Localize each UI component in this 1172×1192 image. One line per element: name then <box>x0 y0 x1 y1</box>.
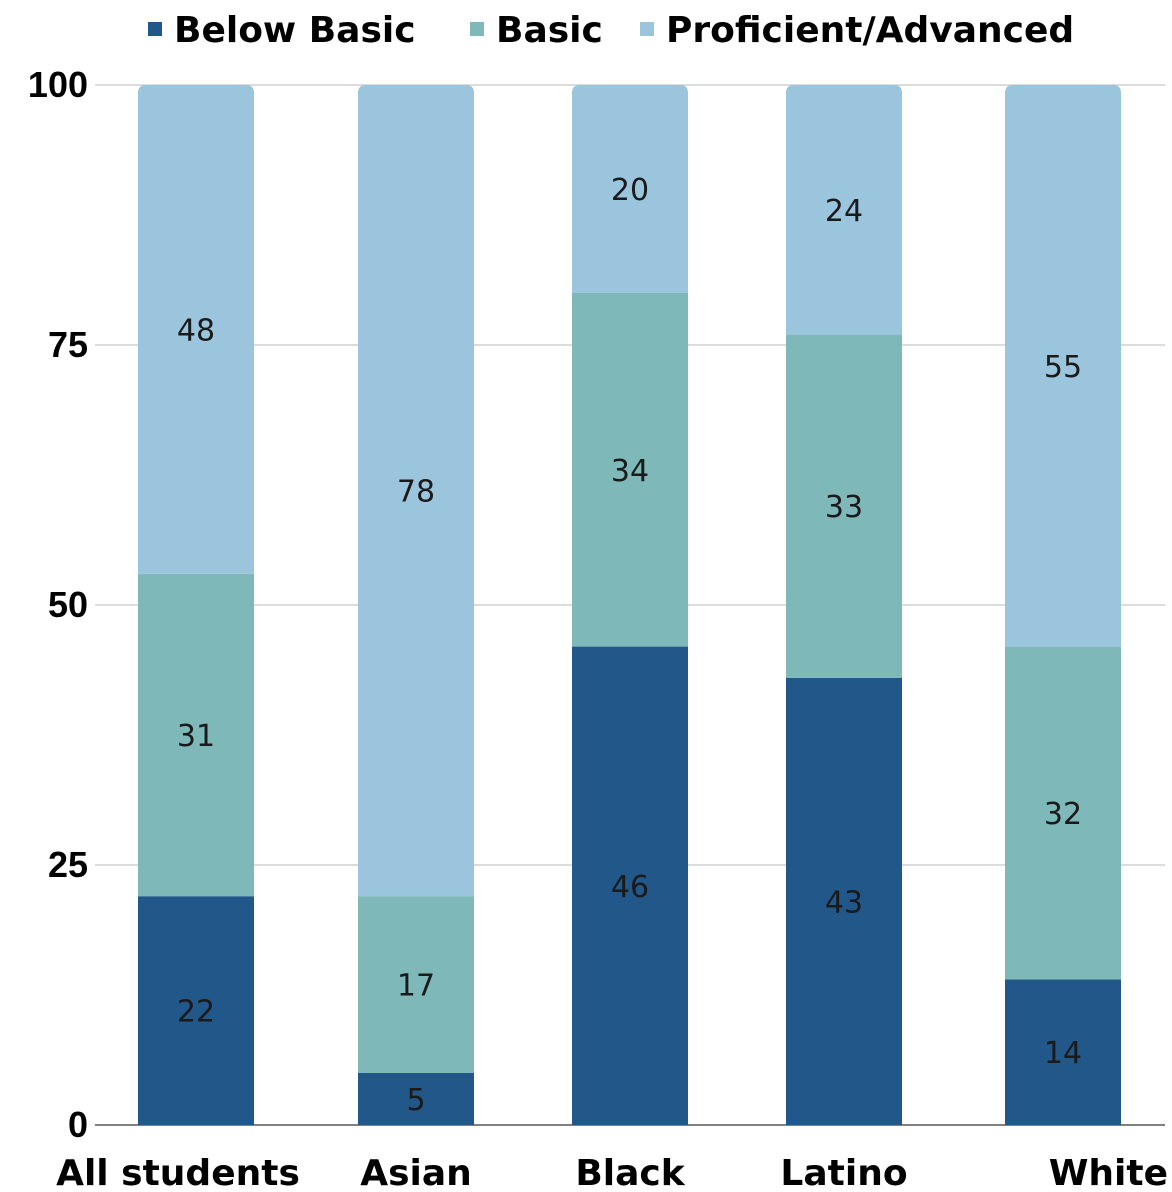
bar-segment-basic <box>138 573 254 897</box>
y-axis: 0 25 50 75 100 <box>28 64 88 1145</box>
bar-segment-proficient-advanced <box>358 85 474 897</box>
x-category-label: Black <box>575 1153 685 1192</box>
bar-segment-basic <box>786 334 902 678</box>
bar-group-all-students: 22 31 48 <box>138 85 254 1125</box>
legend-item-basic: Basic <box>470 10 603 51</box>
data-label: 48 <box>177 313 215 348</box>
bar-segment-proficient-advanced <box>786 85 902 335</box>
y-tick-label: 50 <box>48 584 88 625</box>
y-tick-label: 75 <box>48 324 88 365</box>
legend-label: Below Basic <box>174 10 416 51</box>
bar-segment-basic <box>358 896 474 1073</box>
bar-segment-below-basic <box>786 677 902 1125</box>
y-tick-label: 0 <box>68 1104 88 1145</box>
legend-swatch <box>148 22 162 36</box>
bar-segment-proficient-advanced <box>572 85 688 293</box>
data-label: 31 <box>177 719 215 754</box>
legend: Below Basic Basic Proficient/Advanced <box>148 10 1074 51</box>
data-label: 32 <box>1044 797 1082 832</box>
legend-item-proficient-advanced: Proficient/Advanced <box>640 10 1074 51</box>
bars: 22 31 48 5 17 78 46 34 20 43 33 24 14 32 55 <box>138 85 1121 1125</box>
bar-group-asian: 5 17 78 <box>358 85 474 1125</box>
legend-item-below-basic: Below Basic <box>148 10 416 51</box>
bar-segment-basic <box>572 293 688 647</box>
bar-segment-proficient-advanced <box>1005 85 1121 647</box>
y-tick-label: 25 <box>48 844 88 885</box>
bar-segment-proficient-advanced <box>138 85 254 574</box>
bar-group-black: 46 34 20 <box>572 85 688 1125</box>
data-label: 17 <box>397 969 435 1004</box>
bar-segment-below-basic <box>138 896 254 1125</box>
data-label: 14 <box>1044 1036 1082 1071</box>
bar-group-latino: 43 33 24 <box>786 85 902 1125</box>
data-label: 5 <box>406 1083 425 1118</box>
legend-swatch <box>470 22 484 36</box>
legend-label: Basic <box>496 10 603 51</box>
bar-segment-below-basic <box>572 646 688 1125</box>
legend-label: Proficient/Advanced <box>666 10 1074 51</box>
y-tick-label: 100 <box>28 64 88 105</box>
data-label: 46 <box>611 870 649 905</box>
x-category-label: Latino <box>780 1153 907 1192</box>
data-label: 20 <box>611 173 649 208</box>
legend-swatch <box>640 22 654 36</box>
data-label: 43 <box>825 885 863 920</box>
data-label: 55 <box>1044 350 1082 385</box>
data-label: 33 <box>825 490 863 525</box>
data-label: 78 <box>397 475 435 510</box>
bar-segment-below-basic <box>1005 979 1121 1125</box>
bar-segment-basic <box>1005 646 1121 980</box>
x-axis: All students Asian Black Latino White <box>56 1153 1168 1192</box>
bar-segment-below-basic <box>358 1073 474 1125</box>
x-category-label: All students <box>56 1153 300 1192</box>
x-category-label: Asian <box>360 1153 472 1192</box>
data-label: 22 <box>177 995 215 1030</box>
data-label: 24 <box>825 194 863 229</box>
bar-group-white: 14 32 55 <box>1005 85 1121 1125</box>
data-label: 34 <box>611 454 649 489</box>
x-category-label: White <box>1049 1153 1168 1192</box>
